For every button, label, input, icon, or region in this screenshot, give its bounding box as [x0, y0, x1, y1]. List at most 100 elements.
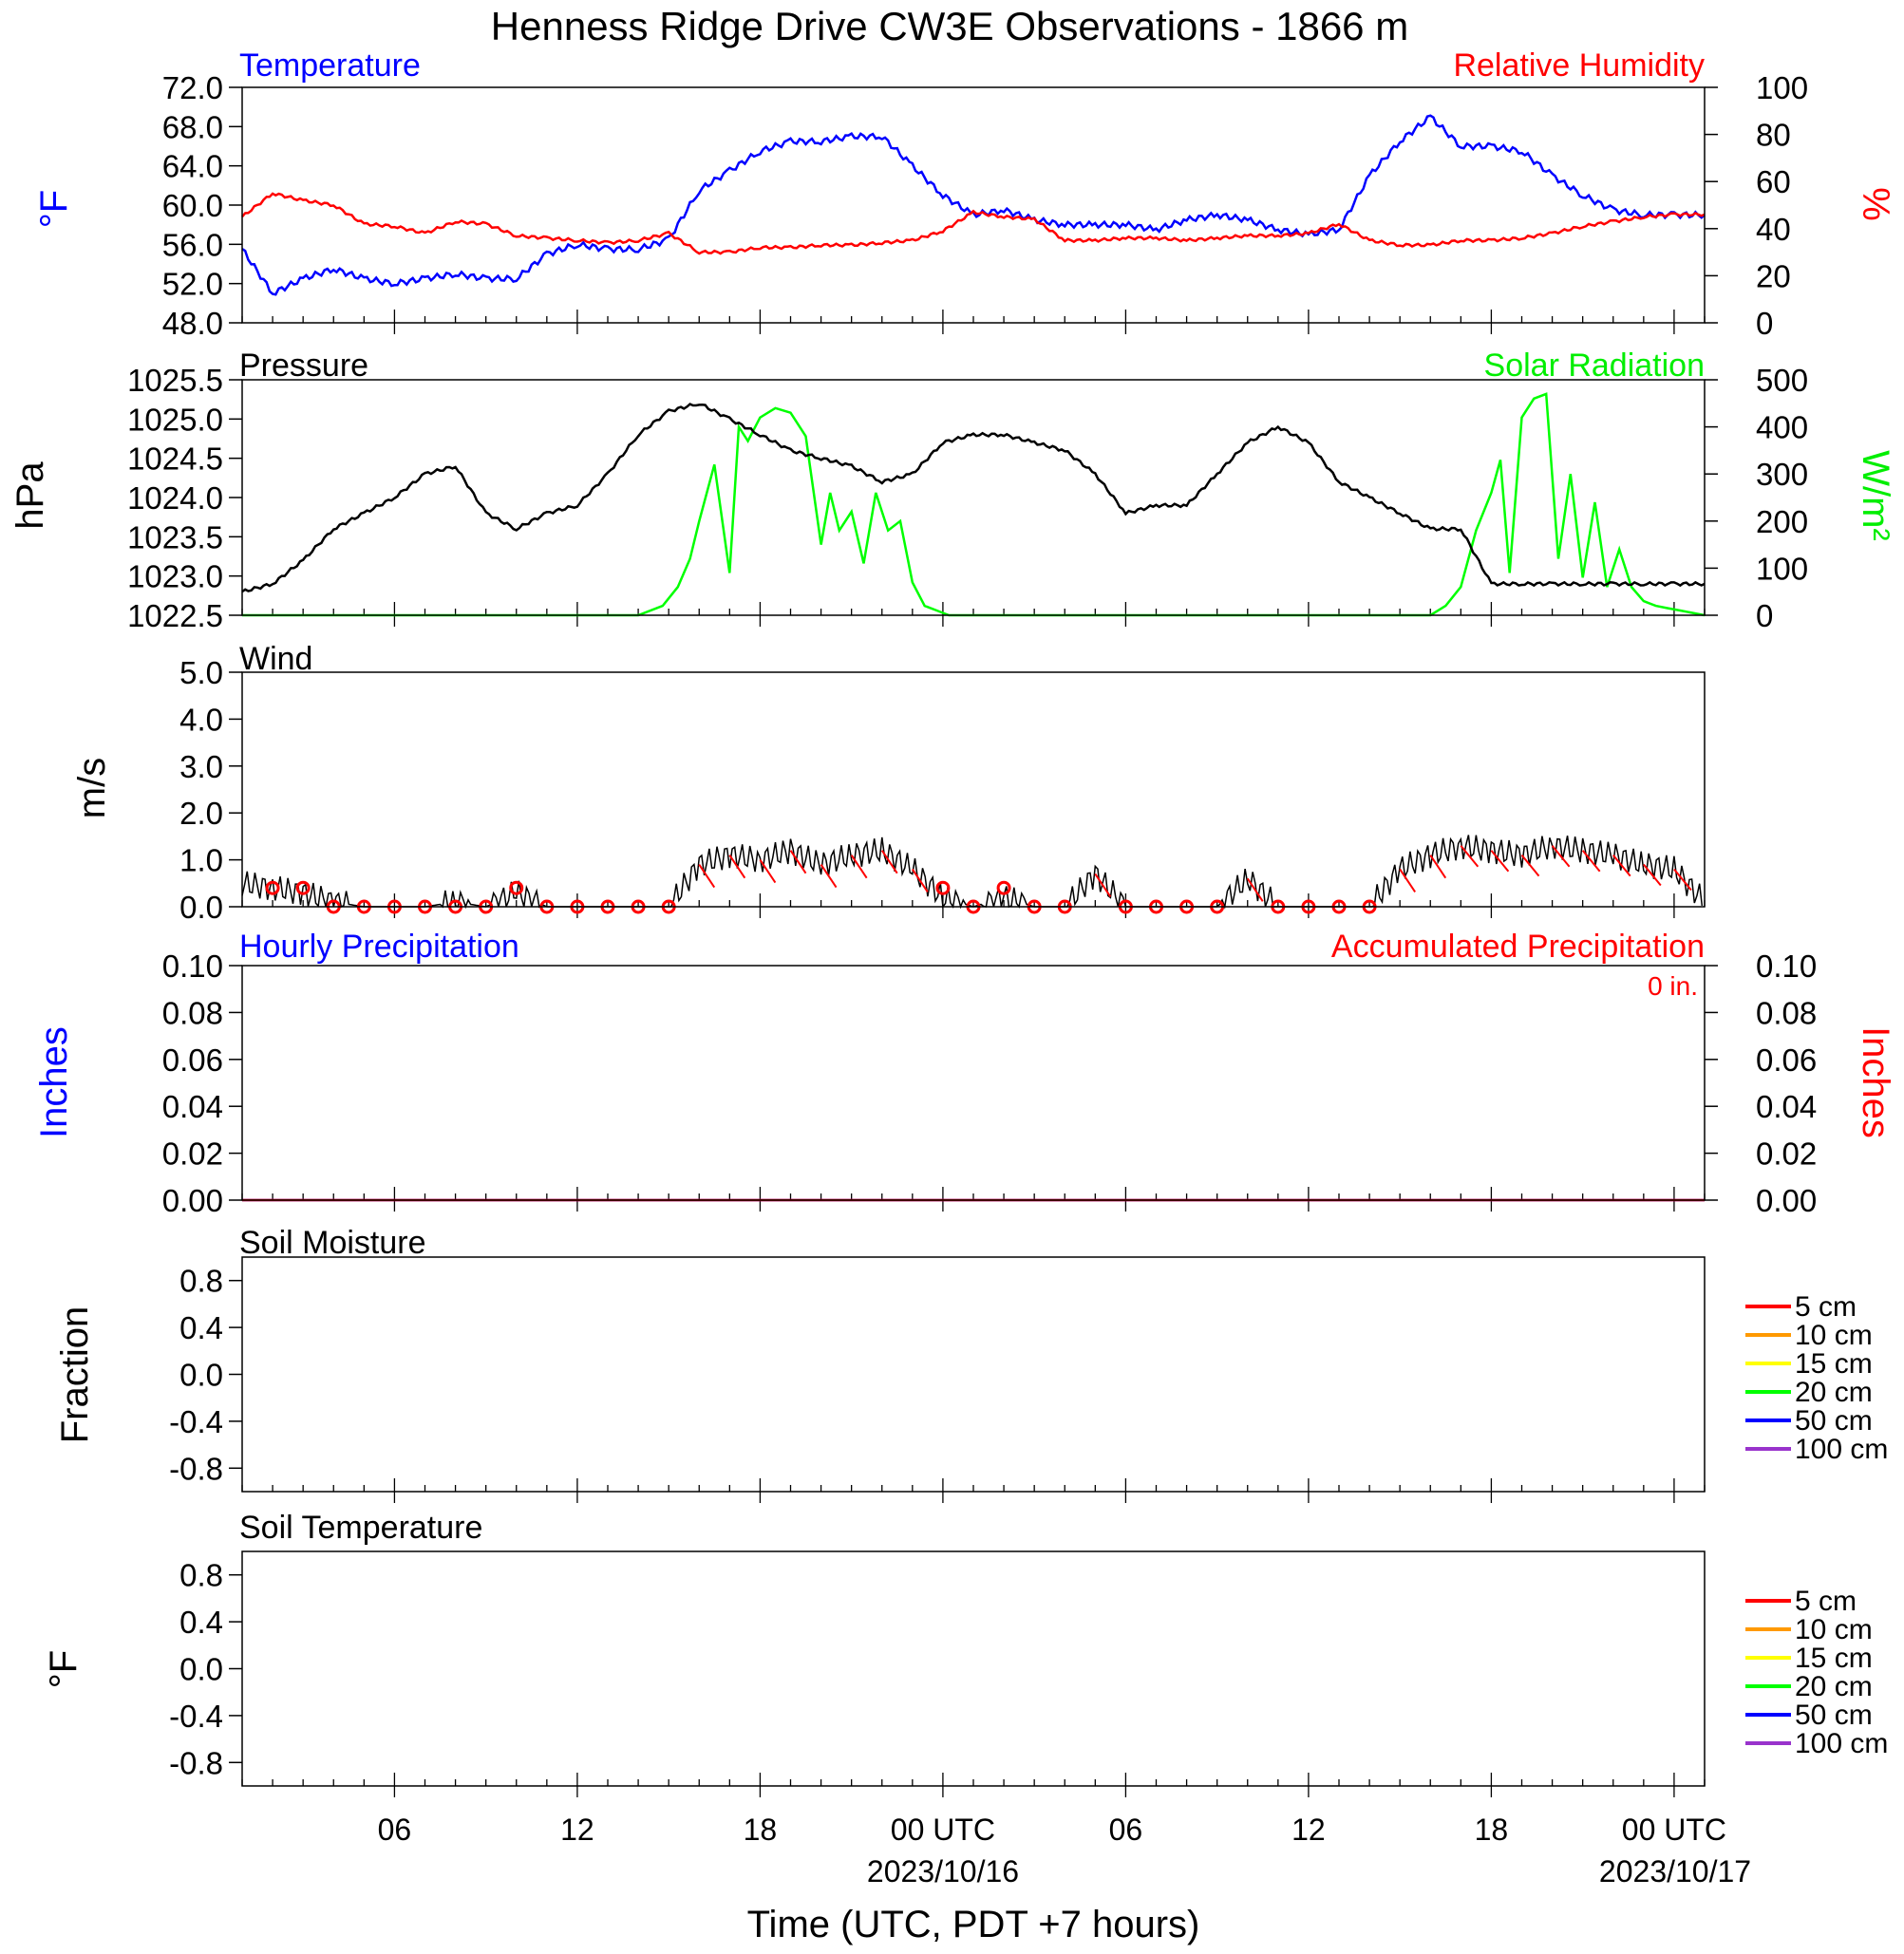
humidity-line: [241, 192, 1706, 255]
solar-y-label: 300: [1756, 457, 1808, 492]
pressure-y-label: 1023.0: [127, 559, 223, 594]
accum-y-label: 0.04: [1756, 1089, 1817, 1124]
temp-title: Temperature: [239, 47, 421, 84]
panel-soil-temperature: Soil Temperature °F 0.8 0.4 0.0 -0.4 -0.8 5 …: [43, 1510, 1888, 1797]
legend-label: 5 cm: [1795, 1291, 1857, 1323]
legend-label: 100 cm: [1795, 1728, 1888, 1759]
precip-y-label: 0.10: [162, 949, 223, 984]
temp-y-label: 72.0: [162, 70, 223, 105]
pressure-y-label: 1024.5: [127, 442, 223, 477]
wind-barb: [728, 855, 746, 879]
temp-rh-frame: [241, 86, 1706, 324]
pressure-line: [241, 403, 1706, 593]
soil-moisture-title: Soil Moisture: [239, 1225, 426, 1261]
temp-x-ticks: [241, 310, 1706, 334]
wind-barb: [1520, 855, 1540, 877]
soil-temperature-y-label: -0.4: [169, 1699, 223, 1734]
figure-title: Henness Ridge Drive CW3E Observations - …: [491, 4, 1408, 48]
legend-label: 50 cm: [1795, 1405, 1873, 1437]
wind-frame: [241, 671, 1706, 908]
calm-wind-marker: [295, 880, 311, 895]
x-axis-label: Time (UTC, PDT +7 hours): [747, 1904, 1200, 1945]
panel-pressure-solar: Pressure Solar Radiation hPa W/m² 1025.5…: [9, 348, 1896, 633]
x-tick-label: 12: [1291, 1813, 1326, 1847]
wind-barb: [1673, 868, 1692, 892]
x-tick-label: 06: [1109, 1813, 1143, 1847]
wind-y-label: 2.0: [179, 796, 223, 831]
precip-frame: [241, 965, 1706, 1201]
legend-label: 20 cm: [1795, 1377, 1873, 1408]
x-tick-label: 06: [378, 1813, 412, 1847]
solar-y-ticks: 500 400 300 200 100 0: [1705, 363, 1808, 633]
temp-y-label: 64.0: [162, 149, 223, 184]
solar-y-label: 400: [1756, 410, 1808, 445]
precip-right-y-ticks: 0.10 0.08 0.06 0.04 0.02 0.00: [1705, 949, 1817, 1218]
rh-y-label: 20: [1756, 258, 1791, 293]
legend-label: 10 cm: [1795, 1320, 1873, 1351]
pressure-y-label: 1025.5: [127, 363, 223, 398]
rh-y-label: 100: [1756, 70, 1808, 105]
soil-temperature-y-label: 0.0: [179, 1652, 223, 1687]
soil-temperature-y-label: 0.8: [179, 1558, 223, 1593]
precip-total-label: 0 in.: [1648, 971, 1698, 1001]
precip-y-label: 0.06: [162, 1043, 223, 1078]
rh-y-label: 0: [1756, 306, 1773, 341]
soil-temperature-x-ticks: [241, 1773, 1706, 1797]
solar-title: Solar Radiation: [1484, 348, 1705, 384]
wind-ylabel: m/s: [71, 758, 113, 818]
panel-wind: Wind m/s 5.0 4.0 3.0 2.0 1.0 0.0: [71, 641, 1706, 925]
pressure-solar-frame: [241, 379, 1706, 616]
x-tick-label: 18: [1475, 1813, 1509, 1847]
pressure-ylabel: hPa: [9, 461, 51, 530]
pressure-title: Pressure: [239, 348, 368, 384]
accum-precip-title: Accumulated Precipitation: [1331, 929, 1705, 965]
x-axis-tick-labels: 06 12 18 00 UTC 06 12 18 00 UTC: [378, 1813, 1726, 1847]
precip-y-label: 0.00: [162, 1183, 223, 1218]
soil-temperature-y-label: -0.8: [169, 1745, 223, 1780]
rh-y-label: 40: [1756, 212, 1791, 247]
soil-temperature-y-label: 0.4: [179, 1605, 223, 1640]
wind-barb: [1551, 845, 1571, 868]
accum-y-label: 0.10: [1756, 949, 1817, 984]
temp-y-label: 52.0: [162, 267, 223, 302]
x-tick-label: 00 UTC: [891, 1813, 995, 1847]
wind-barb: [789, 850, 807, 874]
legend-label: 50 cm: [1795, 1700, 1873, 1731]
wind-barb: [1094, 873, 1112, 897]
temp-y-label: 56.0: [162, 227, 223, 262]
panel-soil-moisture: Soil Moisture Fraction 0.8 0.4 0.0 -0.4 -0.8…: [54, 1225, 1888, 1503]
wind-y-label: 5.0: [179, 655, 223, 690]
solar-y-label: 200: [1756, 504, 1808, 539]
x-date-1: 2023/10/16: [867, 1854, 1019, 1888]
soil-moisture-y-label: -0.4: [169, 1404, 223, 1439]
legend-label: 20 cm: [1795, 1671, 1873, 1702]
soil-moisture-frame: [241, 1256, 1706, 1493]
precip-y-label: 0.08: [162, 995, 223, 1030]
pressure-y-label: 1023.5: [127, 519, 223, 554]
legend-label: 10 cm: [1795, 1614, 1873, 1645]
soil-moisture-ylabel: Fraction: [54, 1306, 96, 1444]
calm-wind-marker: [996, 880, 1011, 895]
temp-y-label: 60.0: [162, 188, 223, 223]
accum-y-label: 0.02: [1756, 1137, 1817, 1172]
precip-right-ylabel: Inches: [1855, 1026, 1896, 1138]
soil-moisture-y-label: 0.8: [179, 1264, 223, 1299]
wind-barb: [1429, 855, 1447, 879]
wind-barb: [850, 855, 868, 879]
soil-temperature-title: Soil Temperature: [239, 1510, 482, 1546]
soil-moisture-x-ticks: [241, 1478, 1706, 1503]
wind-y-ticks: 5.0 4.0 3.0 2.0 1.0 0.0: [179, 655, 242, 925]
accum-y-label: 0.06: [1756, 1043, 1817, 1078]
calm-wind-marker: [935, 880, 951, 895]
pressure-y-label: 1022.5: [127, 598, 223, 633]
wind-barb: [698, 863, 716, 889]
calm-wind-marker: [265, 880, 280, 895]
soil-moisture-y-ticks: 0.8 0.4 0.0 -0.4 -0.8: [169, 1264, 242, 1486]
accum-y-label: 0.00: [1756, 1183, 1817, 1218]
wind-barb: [820, 863, 838, 889]
soil-temperature-frame: [241, 1550, 1706, 1787]
wind-barb: [912, 868, 929, 893]
